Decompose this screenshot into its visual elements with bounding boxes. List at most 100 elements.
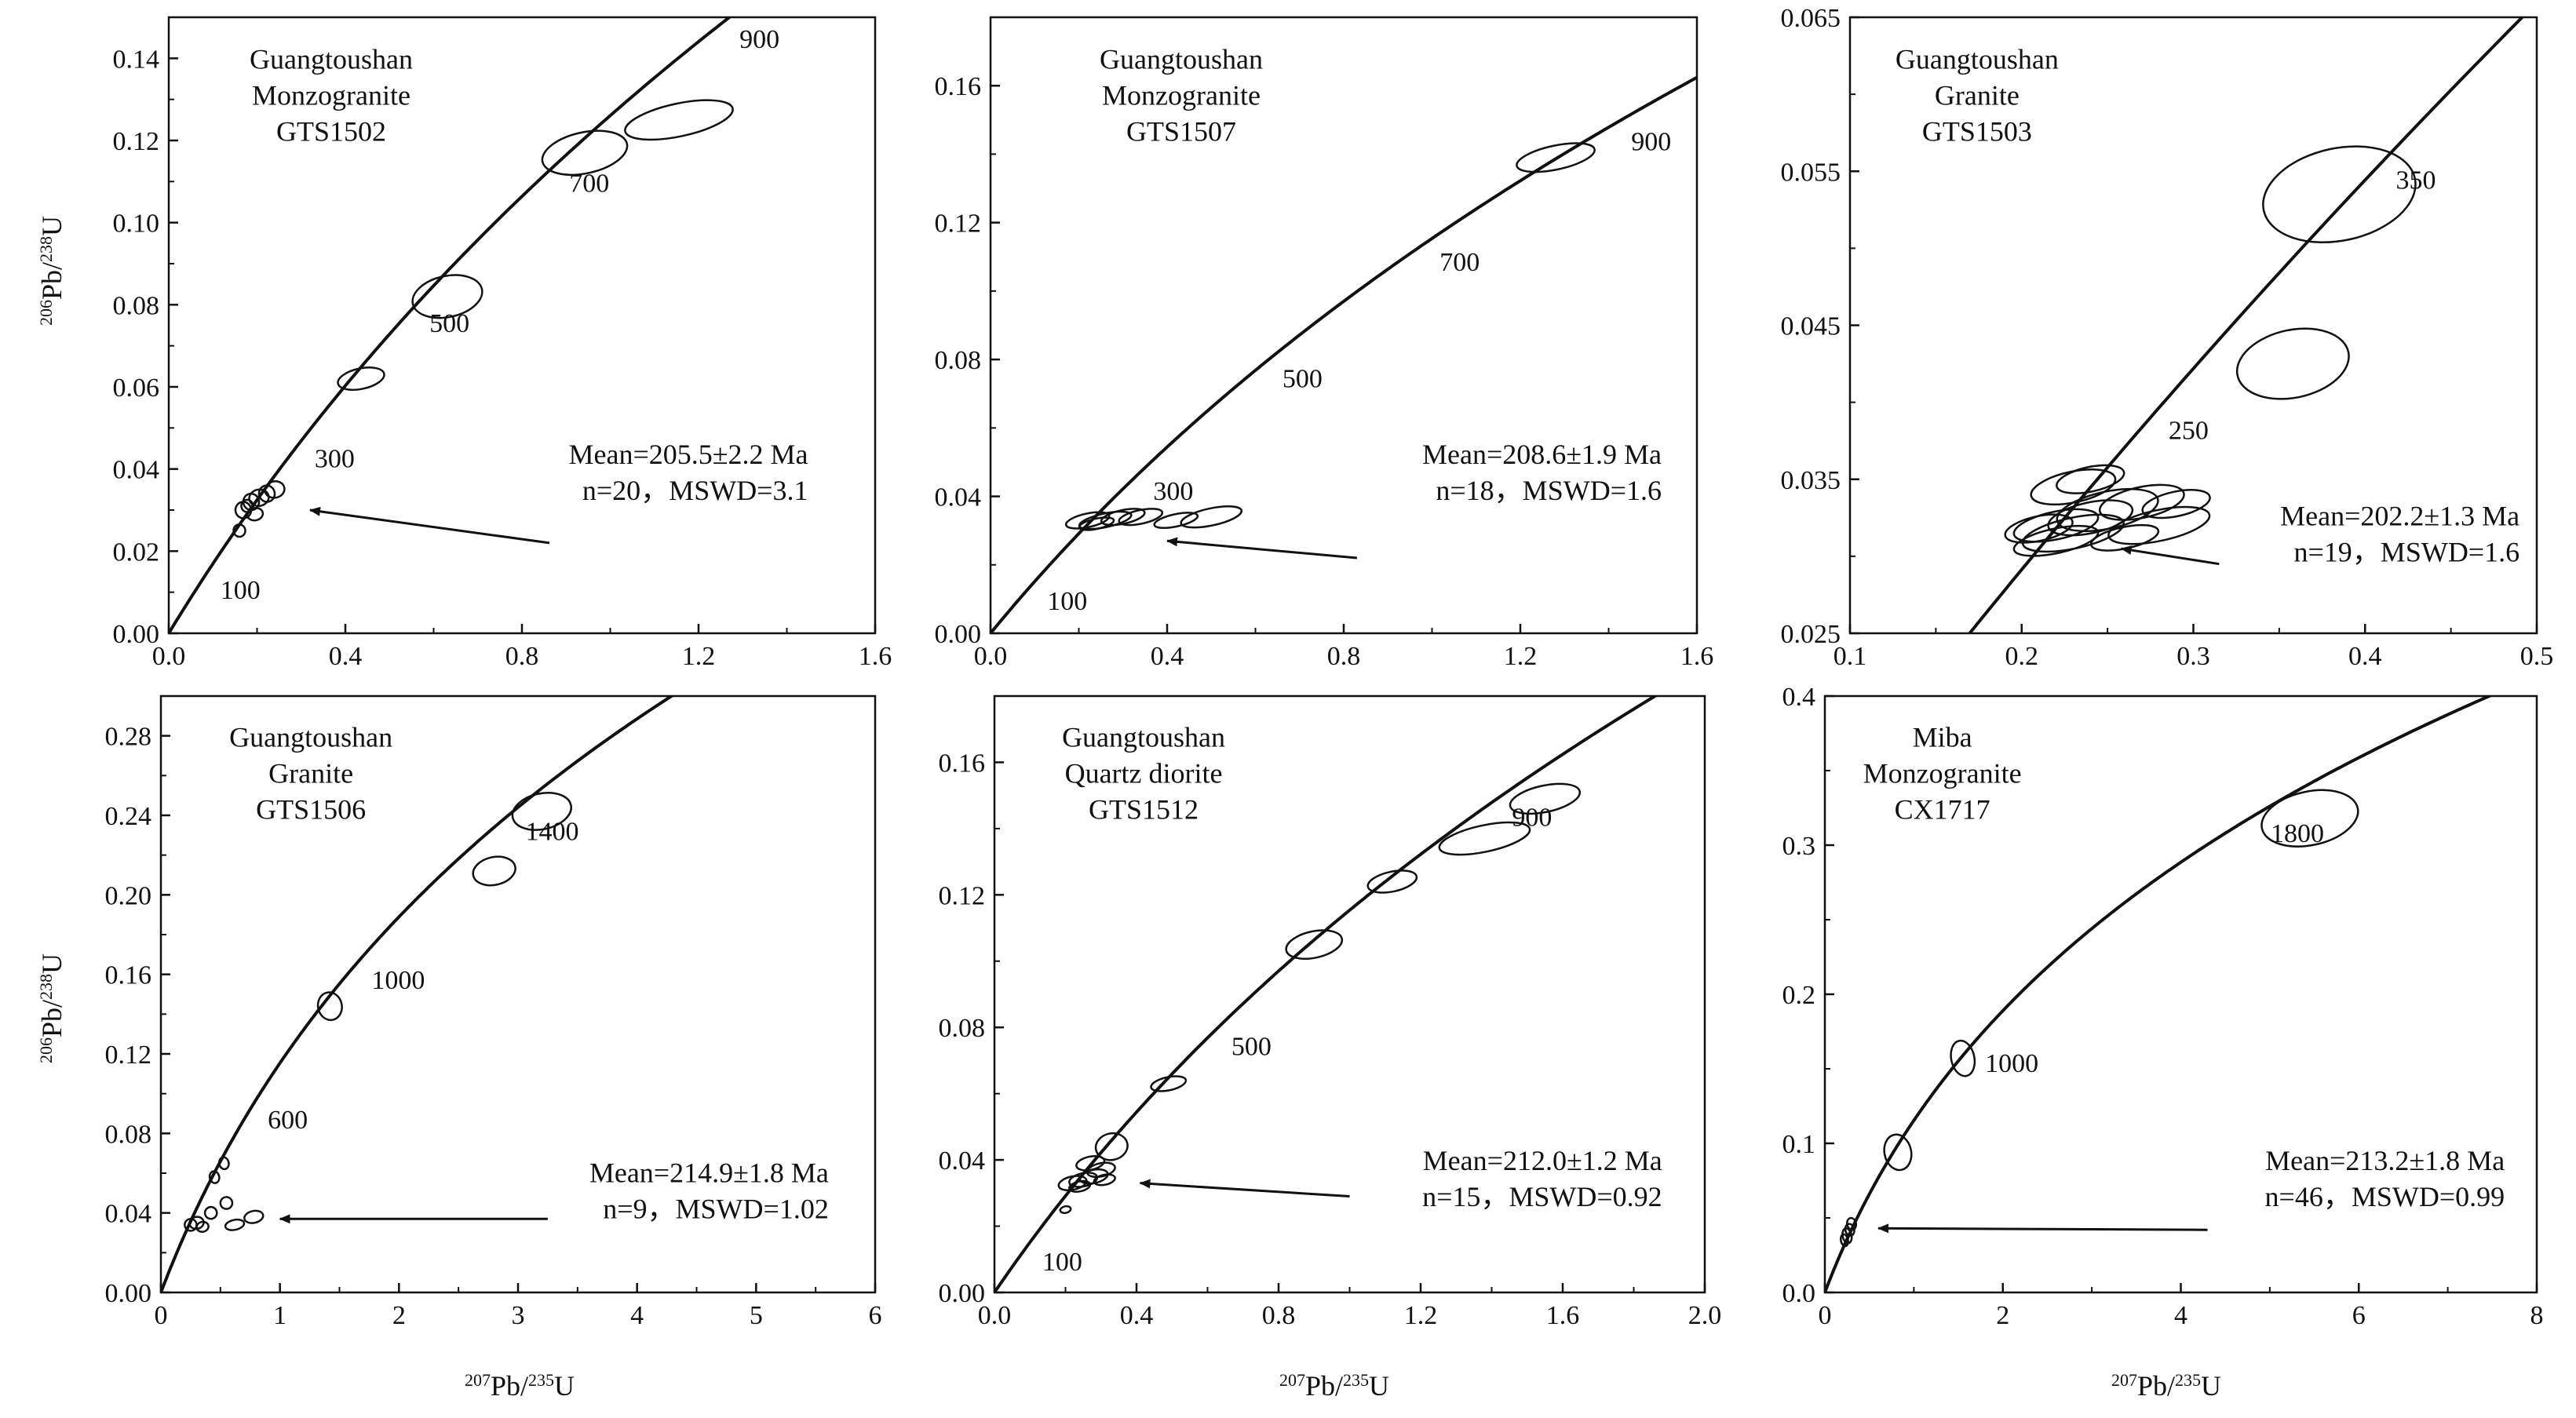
x-tick-label: 4 xyxy=(2174,1301,2187,1330)
error-ellipse xyxy=(2012,508,2100,543)
sample-label-line: Quartz diorite xyxy=(1065,758,1223,789)
error-ellipse xyxy=(2260,789,2359,848)
x-tick-label: 0.5 xyxy=(2520,642,2554,671)
sample-label-line: Guangtoushan xyxy=(250,43,413,75)
plot-area: 600 1000 1400 xyxy=(161,696,675,1292)
error-ellipse xyxy=(1093,1173,1116,1187)
x-tick-label: 6 xyxy=(869,1301,882,1330)
error-ellipse xyxy=(1078,516,1115,531)
concordia-curve xyxy=(994,696,1658,1292)
error-ellipse xyxy=(2235,327,2350,400)
panels-group: 0.0 0.4 0.8 1.2 1.60.000.020.040.060.080.100… xyxy=(105,4,2554,1330)
error-ellipse xyxy=(1153,512,1199,529)
y-tick-label: 0.035 xyxy=(1781,466,1841,495)
age-label-1000: 1000 xyxy=(371,966,425,995)
error-ellipse xyxy=(264,480,286,499)
x-tick-label: 0.0 xyxy=(974,642,1008,671)
error-ellipse xyxy=(219,1196,234,1210)
plot-area: 100 300 500 700 900 xyxy=(991,75,1697,633)
y-tick-label: 0.04 xyxy=(939,1146,986,1176)
x-tick-label: 1.6 xyxy=(859,642,892,671)
x-tick-label: 6 xyxy=(2352,1301,2366,1330)
age-label-100: 100 xyxy=(221,576,261,605)
x-tick-label: 0.4 xyxy=(329,642,363,671)
error-ellipse xyxy=(1075,1155,1106,1172)
error-ellipse xyxy=(1366,869,1418,894)
x-tick-label: 1 xyxy=(273,1301,286,1330)
y-axis-title-top: 206Pb/238U xyxy=(36,216,68,326)
error-ellipse xyxy=(232,523,246,538)
x-tick-label: 2 xyxy=(1996,1301,2009,1330)
mean-age-line: n=46，MSWD=0.99 xyxy=(2265,1181,2505,1212)
concordia-curve xyxy=(991,75,1697,633)
error-ellipse xyxy=(1516,142,1596,173)
mean-age-line: n=19，MSWD=1.6 xyxy=(2294,537,2520,568)
y-tick-label: 0.08 xyxy=(105,1120,152,1149)
age-label-300: 300 xyxy=(1153,477,1193,506)
y-tick-label: 0.4 xyxy=(1782,683,1816,712)
error-ellipse xyxy=(1064,511,1111,530)
x-tick-label: 0.8 xyxy=(1262,1301,1296,1330)
sample-label-line: Granite xyxy=(268,758,353,789)
y-tick-label: 0.045 xyxy=(1781,312,1841,341)
x-tick-label: 1.6 xyxy=(1546,1301,1580,1330)
y-tick-label: 0.00 xyxy=(105,1279,152,1308)
arrow-line xyxy=(2120,545,2220,566)
error-ellipse xyxy=(541,129,629,176)
y-tick-label: 0.16 xyxy=(935,72,982,101)
sample-label-line: Guangtoushan xyxy=(1896,43,2059,75)
y-tick-label: 0.00 xyxy=(939,1279,986,1308)
error-ellipse xyxy=(1285,929,1344,961)
mean-age-line: Mean=208.6±1.9 Ma xyxy=(1422,439,1662,470)
x-tick-label: 0.4 xyxy=(1120,1301,1154,1330)
age-label-900: 900 xyxy=(1631,128,1671,157)
x-tick-label: 0.4 xyxy=(2348,642,2382,671)
x-tick-label: 0.3 xyxy=(2176,642,2210,671)
error-ellipse xyxy=(1100,508,1146,527)
chart-panel-1: 0.0 0.4 0.8 1.2 1.6 0.00 0.02 0.04 0.06 0.08 0.10 0… xyxy=(113,16,892,671)
error-ellipse xyxy=(1150,1075,1188,1092)
y-tick-label: 0.24 xyxy=(105,802,152,831)
error-ellipse xyxy=(2098,483,2185,521)
y-tick-label: 0.04 xyxy=(105,1200,152,1229)
age-label-250: 250 xyxy=(2169,417,2209,446)
y-tick-label: 0.055 xyxy=(1781,158,1841,187)
error-ellipse xyxy=(511,792,572,831)
y-tick-label: 0.28 xyxy=(105,723,152,752)
error-ellipse xyxy=(1085,1161,1116,1179)
sample-label-line: Monzogranite xyxy=(1863,758,2022,789)
mean-age-line: n=18，MSWD=1.6 xyxy=(1436,475,1662,506)
error-ellipse xyxy=(1950,1039,1976,1077)
arrow-line xyxy=(1166,537,1358,560)
error-ellipse xyxy=(2262,145,2417,244)
error-ellipse xyxy=(2047,499,2134,537)
y-tick-label: 0.14 xyxy=(113,45,160,74)
arrow-line xyxy=(1139,1179,1350,1198)
y-tick-label: 0.10 xyxy=(113,210,160,239)
sample-label-line: Monzogranite xyxy=(1102,79,1261,111)
sample-label-line: CX1717 xyxy=(1895,794,1990,826)
x-tick-label: 3 xyxy=(512,1301,525,1330)
x-tick-label: 0.0 xyxy=(978,1301,1012,1330)
arrow-line xyxy=(1877,1223,2208,1234)
y-tick-label: 0.0 xyxy=(1782,1279,1816,1308)
error-ellipse xyxy=(411,274,483,319)
error-ellipse xyxy=(208,1170,221,1184)
chart-panel-2: 0.0 0.4 0.8 1.2 1.6 0.00 0.04 0.08 0.12 0.16 100 30… xyxy=(935,16,1713,671)
error-ellipse xyxy=(1094,1132,1129,1161)
sample-label-line: GTS1502 xyxy=(276,115,386,147)
y-tick-label: 0.04 xyxy=(113,456,160,485)
mean-age-line: Mean=205.5±2.2 Ma xyxy=(568,439,808,470)
error-ellipse xyxy=(224,1218,246,1231)
error-ellipse xyxy=(1845,1216,1858,1231)
x-tick-label: 4 xyxy=(630,1301,644,1330)
x-tick-label: 0.2 xyxy=(2005,642,2039,671)
error-ellipse xyxy=(2004,513,2074,544)
x-tick-label: 2.0 xyxy=(1688,1301,1722,1330)
error-ellipse xyxy=(184,1218,198,1232)
x-tick-label: 0 xyxy=(155,1301,168,1330)
x-tick-label: 1.2 xyxy=(682,642,716,671)
age-label-500: 500 xyxy=(1231,1032,1272,1061)
sample-label-line: GTS1506 xyxy=(256,794,366,826)
